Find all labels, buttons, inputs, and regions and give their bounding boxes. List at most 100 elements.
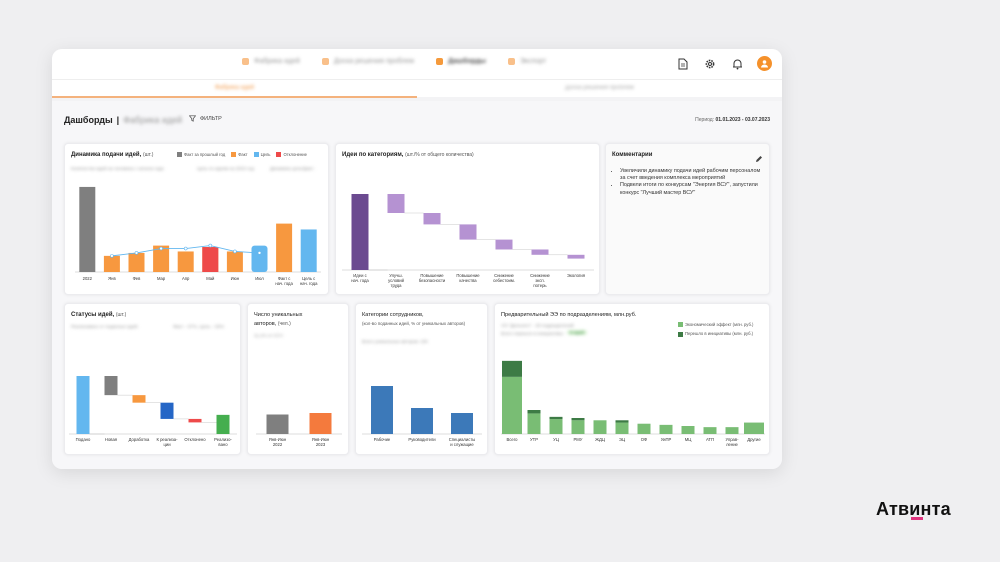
bar: [103, 255, 120, 272]
bar-initiatives: [527, 410, 541, 414]
tick-label: Улучш.: [389, 273, 403, 278]
nav-ideas-factory[interactable]: Фабрика идей: [242, 58, 300, 65]
tab-ideas-factory[interactable]: Фабрика идей: [52, 80, 417, 98]
bar: [226, 251, 243, 272]
filter-icon: [189, 115, 196, 122]
bar: [411, 408, 433, 434]
legend-item-deviation: Отклонение: [276, 152, 307, 158]
card-authors: Число уникальных авторов, (чел.) 11,1% о…: [247, 303, 349, 455]
tick-label: труда: [391, 283, 403, 288]
card-comments: Комментарии Увеличили динамику подачи ид…: [605, 143, 770, 295]
legend-item-last-year: Факт за прошлый год: [177, 152, 225, 158]
tick-label: Отклонено: [184, 437, 206, 442]
bar: [309, 413, 332, 434]
tick-label: ции: [163, 442, 171, 447]
bar-effect: [571, 420, 585, 434]
bar: [567, 254, 585, 259]
bar: [76, 376, 90, 434]
legend-item-target: Цель: [253, 152, 271, 158]
bar: [459, 224, 477, 240]
tick-label: безопасности: [419, 278, 446, 283]
employees-title: Категории сотрудников,: [362, 312, 424, 318]
brand-underline: [911, 517, 923, 520]
statuses-title-text: Статусы идей,: [71, 312, 115, 318]
tick-label: Цель с: [302, 276, 315, 281]
tick-label: ЖДЦ: [595, 437, 606, 442]
tick-label: УТР: [530, 437, 538, 442]
employees-sub2: Всего уникальных авторов: 100: [362, 339, 428, 344]
nav-dashboards-label: Дашборды: [448, 58, 486, 65]
dashboard-icon: [436, 58, 444, 65]
dynamics-title-text: Динамика подачи идей,: [71, 152, 142, 158]
dynamics-sub-right: Динамика цель/факт:: [270, 166, 315, 171]
tick-label: Доработка: [129, 437, 150, 442]
period-label: Период:: [695, 117, 715, 123]
tick-label: качества: [459, 278, 477, 283]
tick-label: Фев: [133, 276, 142, 281]
bar-initiatives: [571, 418, 585, 421]
legend-deviation-label: Отклонение: [283, 152, 307, 157]
app-window: Фабрика идей Доска решения проблем Дашбо…: [52, 49, 782, 469]
target-point: [183, 246, 188, 251]
bar: [423, 213, 441, 225]
gear-icon[interactable]: [703, 57, 717, 71]
bar: [188, 418, 202, 423]
document-icon[interactable]: [676, 57, 690, 71]
bell-icon[interactable]: [730, 57, 744, 71]
page-title-text: Дашборды: [64, 115, 113, 125]
bar: [132, 395, 146, 403]
tick-label: себестоим.: [493, 278, 515, 283]
tab-ideas-factory-label: Фабрика идей: [214, 85, 255, 91]
dashboard-content: Дашборды | Фабрика идей ФИЛЬТР Период: 0…: [52, 101, 782, 469]
bar: [387, 194, 405, 213]
legend-target-label: Цель: [260, 152, 271, 157]
period-value: 01.01.2023 - 03.07.2023: [715, 117, 771, 123]
effect-sub2: Всего перешло в инициативы:: [501, 331, 565, 336]
bar: [160, 402, 174, 419]
tick-label: Специалисты: [449, 437, 476, 442]
tick-label: Подано: [76, 437, 91, 442]
nav-problem-board[interactable]: Доска решения проблем: [321, 58, 415, 65]
page-subtitle: Фабрика идей: [123, 115, 183, 125]
tick-label: К реализа-: [156, 437, 178, 442]
edit-icon[interactable]: [755, 150, 763, 168]
employees-sub: (кол-во поданных идей, % от уникальных а…: [362, 321, 466, 326]
card-effect: Предварительный ЭЭ по подразделениям, мл…: [494, 303, 770, 455]
effect-legend: Экономический эффект (млн. руб.) Перешло…: [678, 322, 753, 337]
page-title: Дашборды | Фабрика идей: [64, 115, 182, 125]
bar-effect: [725, 427, 739, 434]
tick-label: Руководители: [408, 437, 436, 442]
dynamics-sub-mid: Цель по идеям на 2023 год:: [197, 166, 255, 171]
bar: [495, 239, 513, 250]
card-categories-title: Идеи по категориям, (шт./% от общего кол…: [342, 152, 474, 158]
tick-label: Янв-Июн: [269, 437, 287, 442]
authors-title-text: Число уникальных: [254, 312, 303, 318]
bar: [153, 245, 170, 272]
nav-problem-board-label: Доска решения проблем: [333, 58, 415, 65]
tick-label: ОФ: [641, 437, 647, 442]
avatar[interactable]: [757, 56, 772, 71]
nav-dashboards[interactable]: Дашборды: [436, 58, 486, 65]
tick-label: Апр: [182, 276, 190, 281]
bar: [276, 223, 293, 272]
nav-export[interactable]: Экспорт: [507, 58, 546, 65]
statuses-chart: Подано Новая Доработка К реализа-ции Отклоне…: [69, 376, 237, 447]
tick-label: нач. года: [300, 281, 318, 286]
bar: [371, 386, 393, 434]
bar-initiatives: [549, 416, 563, 420]
tick-label: нач. года: [275, 281, 293, 286]
tick-label: Всего: [507, 437, 519, 442]
tick-label: Янв: [108, 276, 116, 281]
tick-label: ЭЦ: [619, 437, 626, 442]
tick-label: Новая: [105, 437, 117, 442]
tick-label: Повышение: [456, 273, 480, 278]
bar: [202, 247, 219, 272]
filter-button[interactable]: ФИЛЬТР: [189, 115, 222, 122]
legend-effect: Экономический эффект (млн. руб.): [678, 322, 753, 328]
bar-initiatives: [502, 360, 522, 377]
dynamics-legend: Факт за прошлый год Факт Цель Отклонение: [177, 152, 307, 158]
tab-problem-board[interactable]: Доска решения проблем: [417, 80, 782, 98]
tick-label: Мар: [157, 276, 166, 281]
